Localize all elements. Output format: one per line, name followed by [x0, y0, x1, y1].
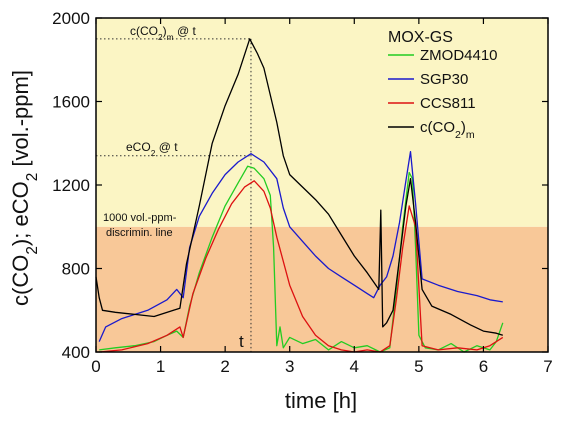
legend-label-1: SGP30	[420, 71, 468, 88]
annotation-discrim-2: discrimin. line	[106, 227, 173, 239]
x-tick-label: 2	[220, 357, 229, 376]
x-tick-label: 6	[479, 357, 488, 376]
y-tick-label: 1600	[52, 93, 90, 112]
plot-background	[96, 18, 548, 352]
annotation-discrim-1: 1000 vol.-ppm-	[103, 212, 177, 224]
x-tick-label: 7	[543, 357, 552, 376]
series-line-3	[95, 38, 503, 336]
annotation-cco2-at-t: c(CO2)m @ t	[130, 24, 197, 42]
region-1	[96, 18, 548, 227]
legend-label-2: CCS811	[420, 95, 476, 112]
legend-label-0: ZMOD4410	[420, 47, 498, 64]
annotation-t: t	[239, 332, 244, 351]
x-tick-label: 1	[156, 357, 165, 376]
annotations: c(CO2)m @ t eCO2 @ t 1000 vol.-ppm-discrim…	[103, 24, 244, 351]
region-0	[96, 226, 548, 352]
y-tick-label: 1200	[52, 176, 90, 195]
series-line-1	[98, 150, 503, 342]
x-tick-label: 5	[414, 357, 423, 376]
y-tick-label: 400	[62, 343, 90, 362]
x-tick-label: 3	[285, 357, 294, 376]
series-layer	[95, 38, 504, 353]
gridlines	[96, 38, 252, 352]
series-line-2	[99, 180, 504, 353]
y-axis-title: c(CO2); eCO2 [vol.-ppm]	[8, 70, 41, 306]
annotation-eco2-at-t: eCO2 @ t	[126, 140, 178, 158]
legend-label-3: c(CO2)m	[420, 119, 475, 141]
x-axis: 0 1 2 3 4 5 6 7	[91, 18, 553, 376]
y-tick-label: 2000	[52, 9, 90, 28]
x-axis-title: time [h]	[285, 388, 357, 413]
y-tick-label: 800	[62, 260, 90, 279]
y-axis: 400 800 1200 1600 2000	[52, 9, 548, 362]
x-tick-label: 0	[91, 357, 100, 376]
x-tick-label: 4	[350, 357, 359, 376]
legend-title: MOX-GS	[388, 29, 453, 46]
